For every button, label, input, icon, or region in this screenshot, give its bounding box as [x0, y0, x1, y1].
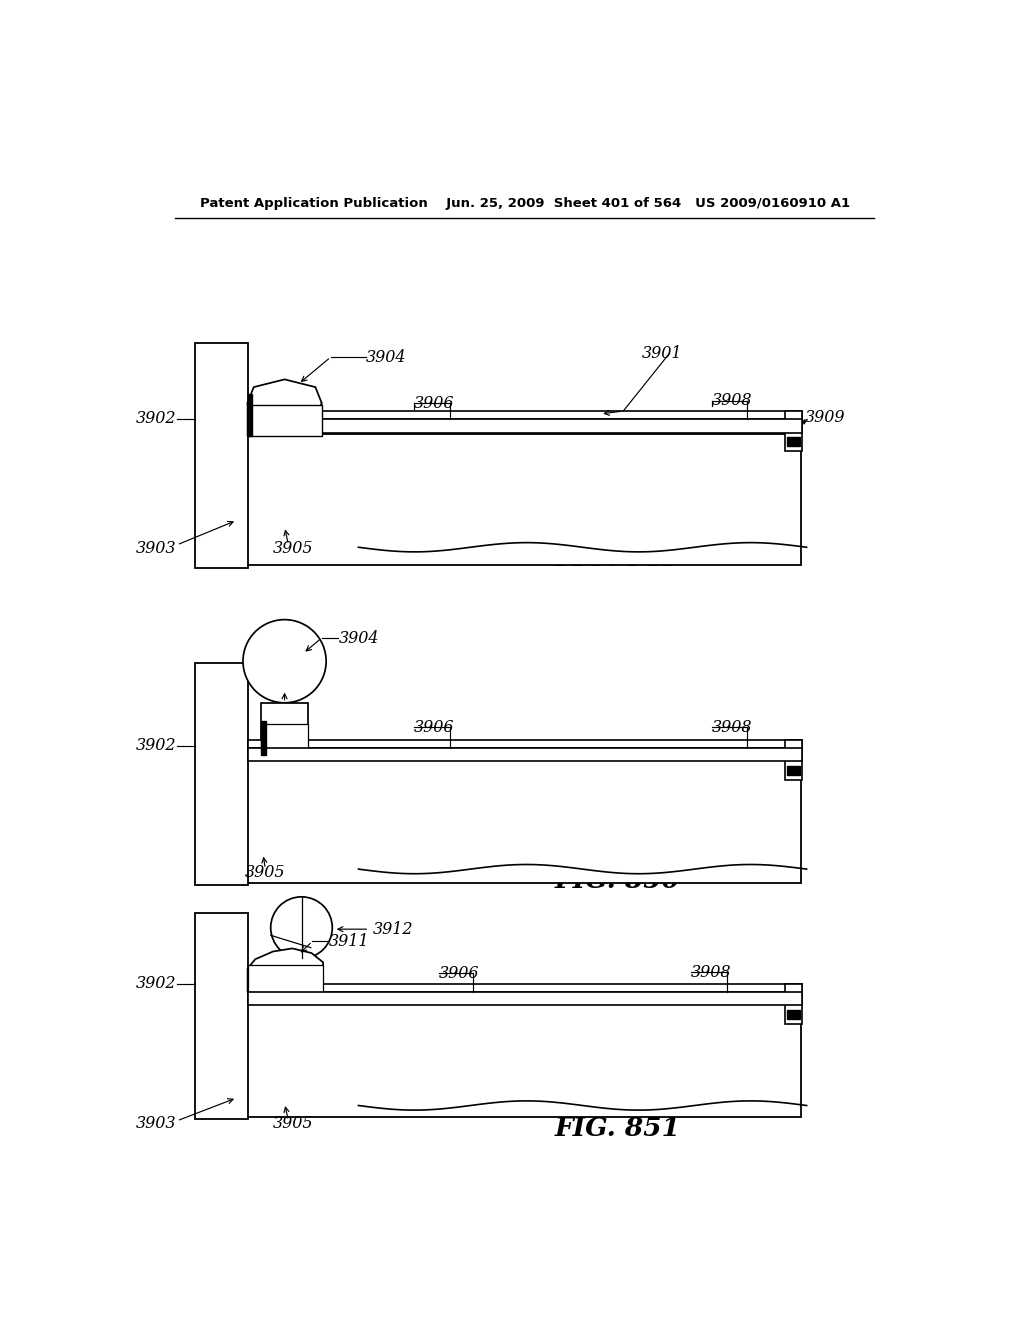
Text: 3908: 3908: [691, 964, 731, 981]
Text: 3905: 3905: [273, 1115, 313, 1133]
Text: FIG. 849: FIG. 849: [554, 546, 680, 572]
Bar: [786, 1010, 801, 1019]
Polygon shape: [248, 379, 322, 436]
Polygon shape: [196, 913, 248, 1119]
Polygon shape: [196, 663, 248, 884]
Bar: [261, 721, 266, 755]
Polygon shape: [248, 748, 802, 762]
Polygon shape: [227, 754, 801, 883]
Text: Patent Application Publication    Jun. 25, 2009  Sheet 401 of 564   US 2009/0160: Patent Application Publication Jun. 25, …: [200, 197, 850, 210]
Bar: [785, 739, 802, 780]
Text: 3909: 3909: [805, 409, 846, 425]
Text: 3902: 3902: [136, 975, 177, 993]
Text: FIG. 851: FIG. 851: [554, 1117, 680, 1142]
Text: 3911: 3911: [330, 933, 370, 950]
Bar: [248, 983, 802, 991]
Bar: [786, 437, 801, 446]
Text: 3903: 3903: [136, 1115, 177, 1133]
Text: 3904: 3904: [367, 348, 407, 366]
Polygon shape: [248, 991, 802, 1005]
Polygon shape: [227, 434, 801, 565]
Polygon shape: [261, 702, 307, 755]
Polygon shape: [196, 343, 248, 568]
Bar: [248, 965, 323, 991]
Bar: [248, 395, 252, 436]
Polygon shape: [248, 948, 323, 991]
Bar: [248, 739, 802, 748]
Circle shape: [270, 896, 333, 958]
Bar: [785, 411, 802, 451]
Text: 3908: 3908: [712, 719, 753, 737]
Bar: [261, 725, 307, 755]
Text: 3903: 3903: [136, 540, 177, 557]
Bar: [248, 405, 322, 436]
Bar: [248, 411, 802, 420]
Text: 3904: 3904: [339, 630, 379, 647]
Text: 3902: 3902: [136, 738, 177, 755]
Text: 3908: 3908: [712, 392, 753, 409]
Bar: [785, 983, 802, 1024]
Text: FIG. 850: FIG. 850: [554, 867, 680, 892]
Text: 3902: 3902: [136, 411, 177, 428]
Bar: [786, 766, 801, 775]
Text: 3906: 3906: [438, 965, 479, 982]
Text: 3906: 3906: [414, 395, 455, 412]
Circle shape: [243, 619, 326, 702]
Text: 3912: 3912: [373, 920, 413, 937]
Text: 3901: 3901: [642, 345, 682, 362]
Polygon shape: [248, 420, 802, 433]
Text: 3905: 3905: [245, 863, 285, 880]
Polygon shape: [227, 987, 801, 1117]
Text: 3906: 3906: [414, 719, 455, 737]
Text: 3905: 3905: [273, 540, 313, 557]
